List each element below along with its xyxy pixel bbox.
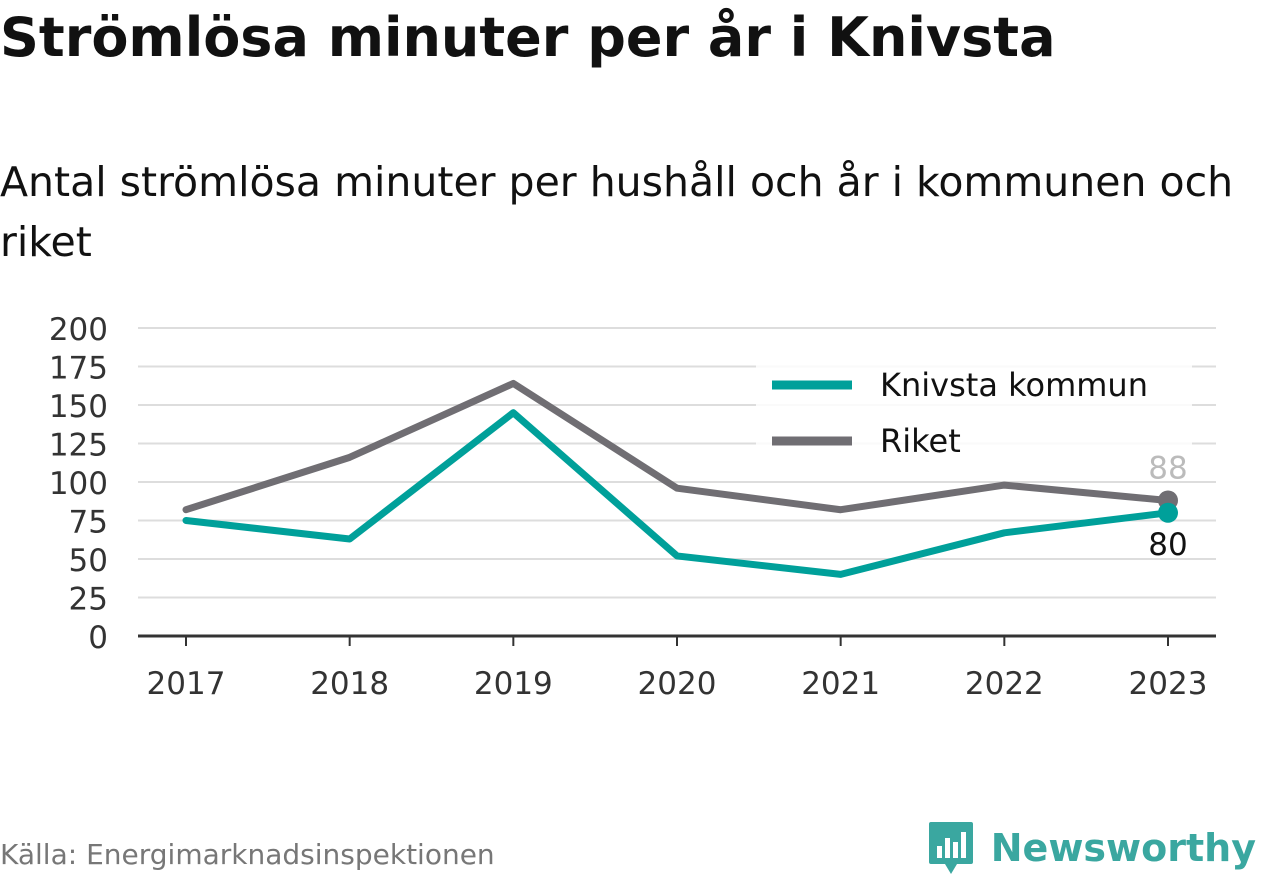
gridlines bbox=[138, 327, 1216, 599]
y-tick-label: 100 bbox=[49, 466, 108, 502]
y-tick-label: 200 bbox=[49, 312, 108, 348]
x-tick-label: 2022 bbox=[965, 666, 1044, 702]
legend-label: Knivsta kommun bbox=[880, 366, 1148, 404]
x-tick-label: 2019 bbox=[474, 666, 553, 702]
y-tick-label: 125 bbox=[49, 428, 108, 464]
bar-chart-speech-bubble-icon bbox=[928, 822, 973, 874]
end-value-label: 88 bbox=[1148, 450, 1187, 486]
source-note: Källa: Energimarknadsinspektionen bbox=[0, 838, 495, 871]
end-value-labels: 88 80 bbox=[1148, 450, 1187, 562]
x-tick-label: 2017 bbox=[147, 666, 226, 702]
y-tick-label: 0 bbox=[88, 620, 108, 656]
end-value-label: 80 bbox=[1148, 527, 1187, 563]
y-tick-label: 75 bbox=[69, 505, 108, 541]
y-tick-label: 175 bbox=[49, 351, 108, 387]
y-tick-label: 25 bbox=[69, 582, 108, 618]
legend: Knivsta kommun Riket bbox=[756, 352, 1192, 472]
chart-title: Strömlösa minuter per år i Knivsta bbox=[0, 6, 1056, 69]
x-tick-label: 2020 bbox=[638, 666, 717, 702]
x-tick-label: 2023 bbox=[1129, 666, 1208, 702]
legend-label: Riket bbox=[880, 422, 961, 460]
x-tick-label: 2018 bbox=[310, 666, 389, 702]
x-tick-label: 2021 bbox=[801, 666, 880, 702]
chart-subtitle: Antal strömlösa minuter per hushåll och … bbox=[0, 158, 1234, 266]
series-endpoint bbox=[1158, 502, 1178, 523]
legend-background bbox=[756, 352, 1192, 472]
brand-logo: Newsworthy bbox=[927, 820, 1256, 876]
y-tick-label: 50 bbox=[69, 543, 108, 579]
x-axis: 2017 2018 2019 2020 2021 2022 2023 bbox=[138, 634, 1216, 702]
brand-name: Newsworthy bbox=[990, 826, 1256, 870]
series-lines bbox=[182, 379, 1178, 578]
series-line bbox=[182, 379, 1172, 514]
y-tick-label: 150 bbox=[49, 389, 108, 425]
series-line bbox=[182, 409, 1172, 578]
